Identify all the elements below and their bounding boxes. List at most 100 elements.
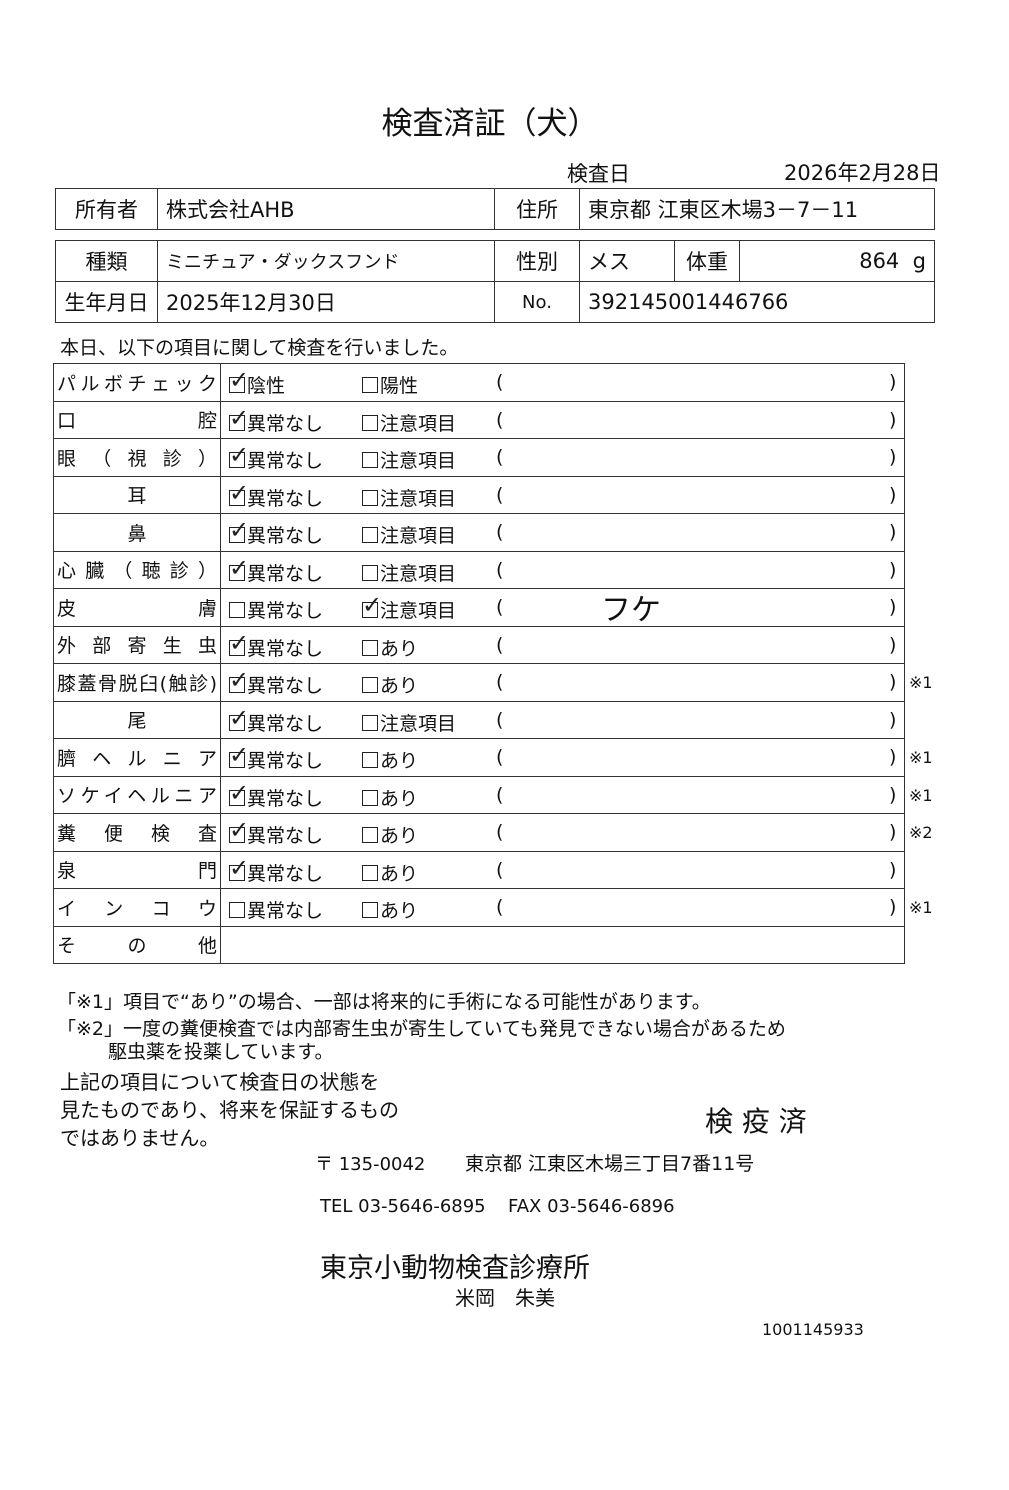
checkbox[interactable]: ✓ [229, 516, 249, 544]
exam-note: ※1 [909, 785, 933, 805]
check-mark-icon: ✓ [229, 478, 250, 507]
paren-open: ( [496, 446, 504, 468]
option-2[interactable]: 注意項目 [362, 521, 456, 548]
option-1[interactable]: ✓ 異常なし [229, 704, 324, 736]
checkbox[interactable]: ✓ [229, 554, 249, 582]
checkbox[interactable] [362, 452, 378, 468]
paren-open: ( [496, 521, 504, 543]
quarantine-stamp: 検 疫 済 [705, 1105, 807, 1138]
option-1[interactable]: ✓ 異常なし [229, 479, 323, 511]
option-1[interactable]: ✓ 異常なし [229, 554, 323, 586]
checkbox[interactable] [229, 602, 245, 618]
checkbox[interactable]: ✓ [229, 816, 249, 844]
check-mark-icon: ✓ [229, 516, 250, 544]
checkbox[interactable] [362, 377, 378, 393]
footnote-2-cont: 駆虫薬を投薬しています。 [108, 1041, 334, 1063]
exam-item-label: 臍ヘルニア [53, 738, 221, 777]
option-2[interactable]: あり [362, 634, 418, 661]
checkbox[interactable] [362, 827, 378, 843]
checkbox[interactable] [362, 714, 378, 731]
other-label: その他 [53, 925, 221, 964]
checkbox[interactable]: ✓ [229, 479, 249, 507]
checkbox[interactable] [362, 527, 378, 543]
option-1-label: 異常なし [247, 712, 324, 735]
no-value: 392145001446766 [579, 281, 935, 323]
option-2[interactable]: あり [362, 671, 418, 698]
checkbox[interactable]: ✓ [229, 666, 249, 694]
exam-row: 心臓（聴診） ✓ 異常なし 注意項目 () [53, 550, 905, 589]
sex-label: 性別 [494, 240, 580, 282]
option-2[interactable]: 注意項目 [362, 409, 456, 436]
check-mark-icon: ✓ [229, 816, 250, 844]
checkbox[interactable] [362, 564, 378, 581]
option-1[interactable]: ✓ 陰性 [229, 366, 285, 398]
option-2[interactable]: 注意項目 [362, 559, 456, 586]
option-1[interactable]: ✓ 異常なし [229, 516, 323, 548]
checkbox[interactable] [362, 489, 378, 506]
exam-item-text: 口腔 [57, 410, 217, 433]
exam-item-text: パルボチェック [57, 372, 217, 395]
option-1[interactable]: 異常なし [229, 596, 323, 623]
checkbox[interactable]: ✓ [229, 366, 249, 394]
checkbox[interactable] [362, 752, 378, 768]
option-1[interactable]: ✓ 異常なし [229, 779, 323, 811]
check-mark-icon: ✓ [229, 853, 250, 882]
checkbox[interactable] [229, 902, 245, 918]
exam-note: ※1 [909, 748, 933, 767]
exam-options: ✓ 異常なし 注意項目 () [220, 700, 905, 739]
checkbox[interactable]: ✓ [229, 441, 249, 469]
option-1[interactable]: 異常なし [229, 896, 323, 923]
option-2[interactable]: 注意項目 [362, 709, 456, 736]
clinic-tel: TEL 03-5646-6895 [320, 1196, 486, 1217]
exam-options: ✓ 異常なし あり () ※1 [220, 775, 933, 814]
checkbox[interactable] [362, 677, 378, 693]
exam-row: 尾 ✓ 異常なし 注意項目 () [53, 700, 905, 739]
paren-open: ( [496, 633, 504, 656]
checkbox[interactable]: ✓ [229, 704, 249, 732]
option-1[interactable]: ✓ 異常なし [229, 404, 323, 436]
option-1[interactable]: ✓ 異常なし [229, 666, 323, 698]
exam-row: 外部寄生虫 ✓ 異常なし あり () [53, 625, 905, 664]
checkbox[interactable] [362, 864, 378, 881]
option-2-label: あり [380, 675, 419, 697]
option-2[interactable]: あり [362, 784, 418, 811]
option-2[interactable]: あり [362, 821, 418, 848]
checkbox[interactable] [362, 639, 378, 656]
option-2[interactable]: あり [362, 896, 418, 923]
footnote-2: 「※2」一度の糞便検査では内部寄生虫が寄生していても発見できない場合があるため [57, 1018, 786, 1040]
option-1[interactable]: ✓ 異常なし [229, 441, 323, 473]
checkbox[interactable]: ✓ [229, 854, 249, 882]
checkbox[interactable]: ✓ [229, 779, 249, 807]
option-2[interactable]: あり [362, 746, 418, 773]
exam-item-label: 皮膚 [53, 588, 221, 627]
other-value[interactable] [220, 925, 905, 964]
exam-item-label: 外部寄生虫 [53, 625, 221, 664]
checkbox[interactable] [362, 902, 378, 918]
option-2[interactable]: 陽性 [362, 371, 418, 398]
option-1[interactable]: ✓ 異常なし [229, 741, 323, 773]
owner-table: 所有者 株式会社AHB 住所 東京都 江東区木場3－7－11 [55, 188, 935, 230]
paren-open: ( [496, 671, 504, 693]
checkbox[interactable] [362, 414, 378, 431]
paren-close: ) [889, 821, 897, 843]
paren-open: ( [496, 858, 504, 881]
exam-item-label: 心臓（聴診） [53, 550, 221, 589]
checkbox[interactable]: ✓ [229, 741, 249, 769]
checkbox[interactable]: ✓ [229, 404, 249, 432]
paren-close: ) [889, 558, 897, 581]
paren-close: ) [889, 858, 897, 881]
option-2-label: 陽性 [380, 375, 419, 397]
birth-value: 2025年12月30日 [157, 281, 495, 323]
option-1[interactable]: ✓ 異常なし [229, 854, 323, 886]
option-2[interactable]: 注意項目 [362, 446, 456, 473]
exam-item-label: インコウ [53, 888, 221, 927]
option-1[interactable]: ✓ 異常なし [229, 629, 323, 661]
option-2[interactable]: 注意項目 [362, 484, 456, 511]
exam-table: パルボチェック ✓ 陰性 陽性() 口腔 ✓ 異常なし 注意項目() 眼（視診） ✓ 異常なし 注意項… [53, 363, 933, 964]
checkbox[interactable] [362, 789, 378, 806]
checkbox[interactable]: ✓ [362, 591, 382, 619]
checkbox[interactable]: ✓ [229, 629, 249, 657]
option-2[interactable]: ✓ 注意項目 [362, 591, 456, 623]
option-1[interactable]: ✓ 異常なし [229, 816, 323, 848]
option-2[interactable]: あり [362, 859, 418, 886]
